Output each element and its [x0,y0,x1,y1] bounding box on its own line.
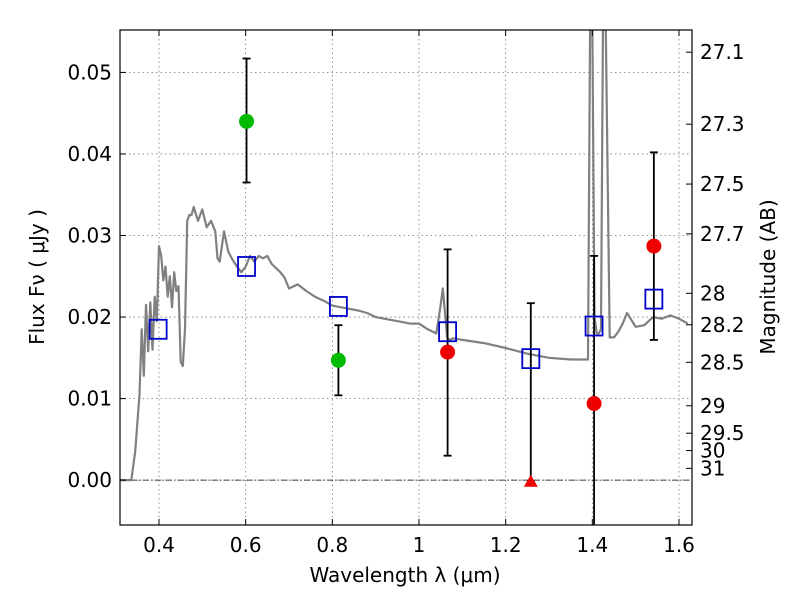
observed-points [239,113,662,487]
observed-point [586,395,602,411]
mag-tick-label: 29.5 [700,421,745,445]
observed-point-triangle [523,474,538,487]
mag-tick-label: 27.3 [700,112,745,136]
x-tick-label: 1.2 [490,533,522,557]
y-tick-label: 0.02 [67,305,112,329]
x-tick-label: 1.4 [576,533,608,557]
model-photometry-square [237,256,256,277]
y-axis-title-right: Magnitude (AB) [756,199,780,354]
mag-tick-label: 27.7 [700,222,745,246]
observed-point [646,238,662,254]
y-tick-label: 0.03 [67,224,112,248]
model-photometry-square [328,296,348,317]
x-axis-ticks: 0.4 0.6 0.8 1 1.2 1.4 1.6 [143,30,695,557]
model-photometry-points [148,256,664,370]
mag-tick-label: 28 [700,281,725,305]
y-tick-label: 0.05 [67,60,112,84]
mag-tick-label: 30 [700,439,725,463]
mag-tick-label: 27.5 [700,172,745,196]
observed-point [440,344,456,360]
y-axis-ticks: 0.00 0.01 0.02 0.03 0.04 0.05 [67,60,126,492]
model-photometry-square [438,321,458,343]
x-tick-label: 0.6 [230,533,262,557]
model-photometry-square [644,288,664,310]
y-tick-label: 0.04 [67,142,112,166]
model-photometry-square [521,348,541,370]
observed-point [239,113,255,129]
mag-tick-label: 28.5 [700,350,745,374]
y-axis-title-left: Flux Fν ( μJy ) [25,209,49,345]
x-tick-label: 1 [413,533,426,557]
x-tick-label: 0.8 [316,533,348,557]
x-axis-title: Wavelength λ (μm) [309,563,500,587]
plot-frame [119,29,693,526]
mag-tick-label: 31 [700,456,725,480]
model-photometry-square [148,318,168,340]
observed-point [330,352,346,368]
y-tick-label: 0.01 [67,387,112,411]
y-tick-label: 0.00 [67,468,112,492]
mag-tick-label: 27.1 [700,40,745,64]
x-tick-label: 1.6 [663,533,695,557]
model-photometry-square [584,315,604,337]
error-bars [242,57,658,525]
mag-tick-label: 28.2 [700,313,745,337]
x-tick-label: 0.4 [143,533,175,557]
mag-tick-label: 29 [700,394,725,418]
